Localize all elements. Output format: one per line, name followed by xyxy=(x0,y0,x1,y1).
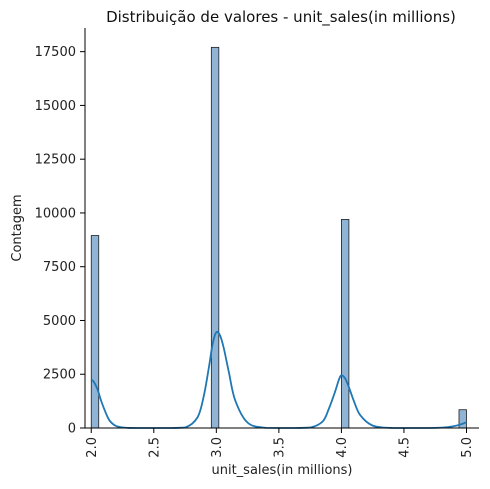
y-tick-label: 5000 xyxy=(43,314,76,329)
x-axis-ticks: 2.0 2.5 3.0 3.5 4.0 4.5 5.0 xyxy=(85,428,475,458)
x-tick-label: 4.5 xyxy=(397,437,412,458)
x-tick-label: 2.5 xyxy=(147,437,162,458)
y-tick-label: 0 xyxy=(68,422,76,437)
y-tick-label: 10000 xyxy=(35,206,76,221)
histogram-bar xyxy=(90,235,100,429)
x-tick-label: 3.5 xyxy=(272,437,287,458)
histogram-bar xyxy=(341,218,350,429)
y-tick-label: 2500 xyxy=(43,368,76,383)
kde-curve xyxy=(90,330,467,429)
x-tick-label: 5.0 xyxy=(460,437,475,458)
chart-title: Distribuição de valores - unit_sales(in … xyxy=(106,8,456,27)
y-tick-label: 12500 xyxy=(35,153,76,168)
x-tick-label: 2.0 xyxy=(85,437,100,458)
histogram-bars xyxy=(90,46,467,429)
y-axis-title: Contagem xyxy=(10,194,25,261)
x-tick-label: 3.0 xyxy=(210,437,225,458)
y-tick-label: 7500 xyxy=(43,260,76,275)
y-axis-ticks: 0 2500 5000 7500 10000 12500 15000 17500 xyxy=(35,45,85,437)
histogram-bar xyxy=(210,46,220,429)
y-tick-label: 15000 xyxy=(35,99,76,114)
x-tick-label: 4.0 xyxy=(335,437,350,458)
x-axis-title: unit_sales(in millions) xyxy=(211,463,352,478)
y-tick-label: 17500 xyxy=(35,45,76,60)
